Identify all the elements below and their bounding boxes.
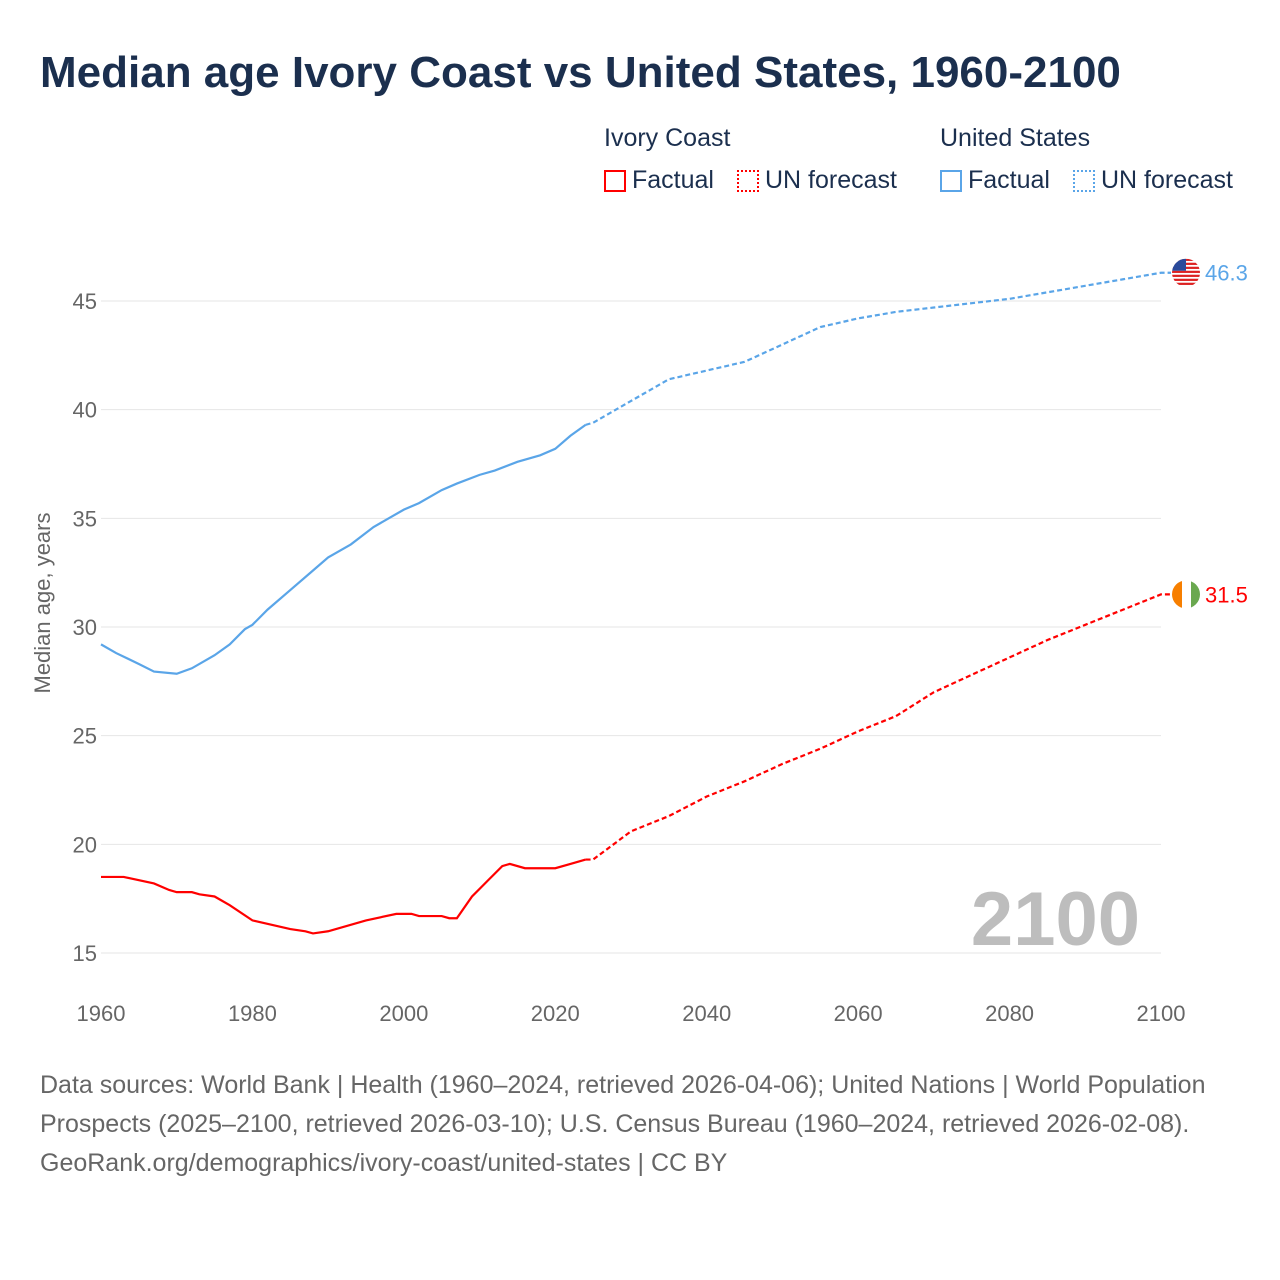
series-line-forecast-ivory-coast <box>585 593 1171 861</box>
year-watermark: 2100 <box>971 877 1140 962</box>
ivory-coast-flag-icon <box>1172 580 1200 609</box>
legend-label: Factual <box>632 166 714 194</box>
x-tick-label: 2000 <box>379 1001 428 1026</box>
flag-stripe <box>1172 274 1200 277</box>
legend-swatch-dotted <box>737 169 759 192</box>
footer: Data sources: World Bank | Health (1960–… <box>40 1066 1230 1183</box>
plot-area: 15 20 25 30 35 40 45 1960 1980 2000 2020 2040 2060 20… <box>30 258 1248 1026</box>
data-sources: Data sources: World Bank | Health (1960–… <box>40 1071 1206 1138</box>
legend-item-forecast[interactable]: UN forecast <box>737 166 897 195</box>
legend-swatch-dotted <box>1073 169 1095 192</box>
x-tick-label: 2100 <box>1137 1001 1186 1026</box>
legend-group-title: United States <box>940 124 1091 152</box>
series-line-forecast-united-states <box>585 271 1171 426</box>
x-tick-label: 2060 <box>834 1001 883 1026</box>
end-value-label: 46.3 <box>1205 261 1248 286</box>
x-tick-label: 1980 <box>228 1001 277 1026</box>
y-tick-label: 45 <box>73 289 97 314</box>
legend-swatch-solid <box>604 169 626 192</box>
flag-stripe <box>1172 270 1200 273</box>
y-tick-label: 20 <box>73 832 97 857</box>
end-value-label: 31.5 <box>1205 582 1248 607</box>
series-line-factual-united-states <box>100 423 587 675</box>
flag-fill <box>1172 258 1200 285</box>
legend-item-factual[interactable]: Factual <box>940 166 1050 195</box>
legend-label: Factual <box>968 166 1050 194</box>
x-tick-label: 2020 <box>531 1001 580 1026</box>
flag-stripe <box>1172 278 1200 281</box>
attribution-link[interactable]: GeoRank.org/demographics/ivory-coast/uni… <box>40 1149 728 1177</box>
flag-stripe <box>1172 580 1182 609</box>
x-tick-label: 1960 <box>77 1001 126 1026</box>
united-states-flag-icon <box>1172 258 1200 285</box>
y-tick-label: 40 <box>73 398 97 423</box>
flag-stripe <box>1172 282 1200 285</box>
series-line-factual-ivory-coast <box>101 858 586 935</box>
y-axis-label: Median age, years <box>30 513 55 694</box>
legend-label: UN forecast <box>765 166 897 194</box>
legend-group-title: Ivory Coast <box>604 124 731 152</box>
x-tick-label: 2040 <box>682 1001 731 1026</box>
flag-fill <box>1172 580 1200 609</box>
legend-label: UN forecast <box>1101 166 1233 194</box>
y-tick-label: 15 <box>73 941 97 966</box>
y-tick-label: 25 <box>73 724 97 749</box>
x-tick-label: 2080 <box>985 1001 1034 1026</box>
legend-item-forecast[interactable]: UN forecast <box>1073 166 1233 195</box>
legend-swatch-solid <box>940 169 962 192</box>
flag-stripe <box>1191 580 1200 609</box>
legend-item-factual[interactable]: Factual <box>604 166 714 195</box>
flag-canton <box>1172 258 1186 271</box>
y-tick-label: 30 <box>73 615 97 640</box>
chart-title: Median age Ivory Coast vs United States,… <box>40 48 1121 97</box>
flag-stripe <box>1182 580 1191 609</box>
y-tick-label: 35 <box>73 506 97 531</box>
